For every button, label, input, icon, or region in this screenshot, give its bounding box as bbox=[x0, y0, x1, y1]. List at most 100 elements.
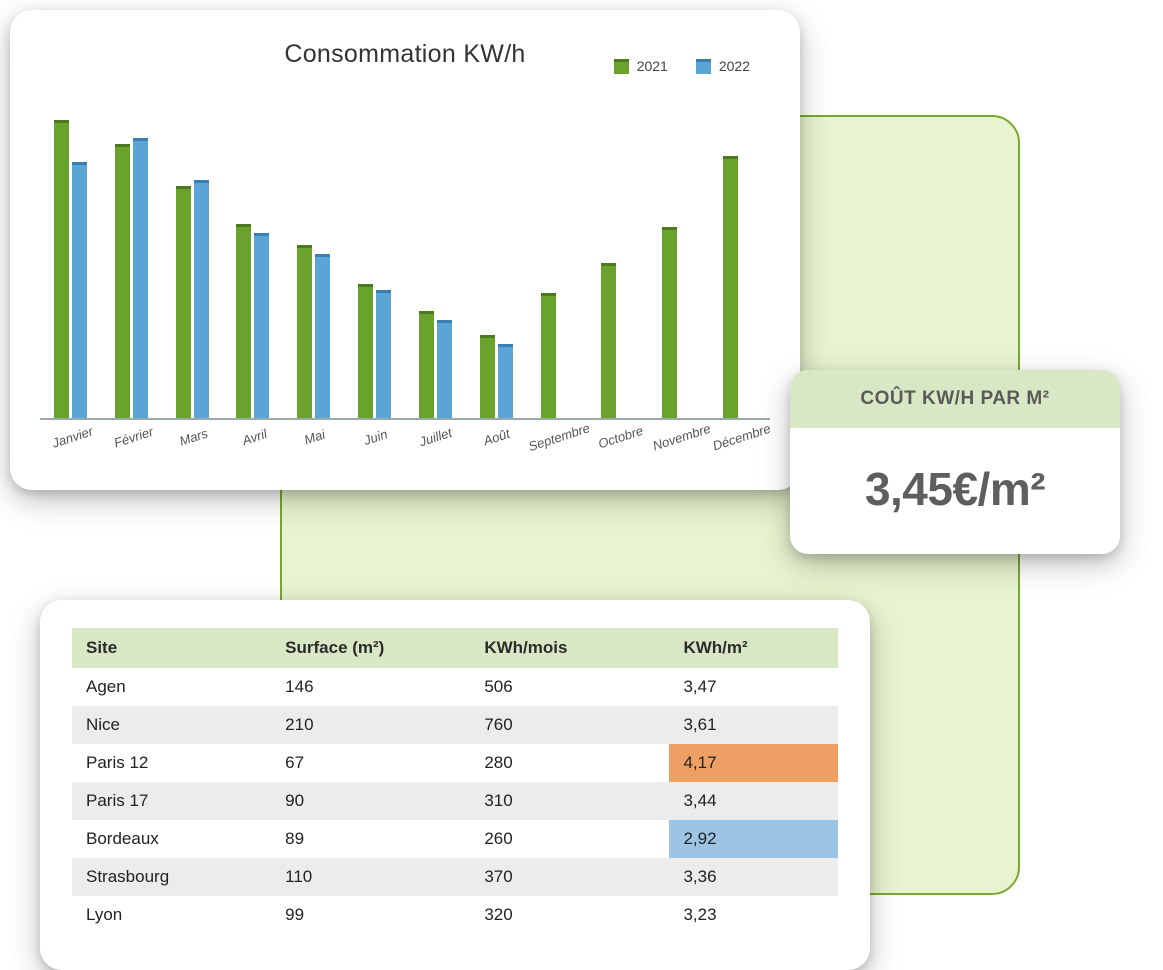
bar bbox=[376, 290, 391, 418]
table-header-cell: Site bbox=[72, 628, 271, 668]
sites-table-card: SiteSurface (m²)KWh/moisKWh/m² Agen14650… bbox=[40, 600, 870, 970]
bar bbox=[437, 320, 452, 418]
bar-group bbox=[527, 120, 588, 418]
table-row: Lyon993203,23 bbox=[72, 896, 838, 934]
bar bbox=[254, 233, 269, 418]
table-cell: 210 bbox=[271, 706, 470, 744]
x-axis-label: Janvier bbox=[41, 421, 111, 478]
bar bbox=[541, 293, 556, 418]
bar bbox=[297, 245, 312, 418]
x-axis-label: Juillet bbox=[405, 421, 475, 478]
table-cell: 67 bbox=[271, 744, 470, 782]
table-header-cell: KWh/mois bbox=[470, 628, 669, 668]
x-axis-label: Octobre bbox=[590, 421, 660, 478]
bar bbox=[133, 138, 148, 418]
bar bbox=[54, 120, 69, 418]
legend-item: 2021 bbox=[614, 58, 668, 74]
table-cell: 320 bbox=[470, 896, 669, 934]
table-cell: 90 bbox=[271, 782, 470, 820]
legend-label: 2022 bbox=[719, 58, 750, 74]
table-cell: 3,47 bbox=[669, 668, 838, 706]
table-cell: 260 bbox=[470, 820, 669, 858]
bar bbox=[662, 227, 677, 418]
table-cell: Lyon bbox=[72, 896, 271, 934]
bar-group bbox=[101, 120, 162, 418]
consumption-chart-card: Consommation KW/h 20212022 JanvierFévrie… bbox=[10, 10, 800, 490]
legend-item: 2022 bbox=[696, 58, 750, 74]
bar-group bbox=[283, 120, 344, 418]
bar bbox=[723, 156, 738, 418]
table-cell: 3,61 bbox=[669, 706, 838, 744]
bar-group bbox=[162, 120, 223, 418]
table-cell: Agen bbox=[72, 668, 271, 706]
table-cell: Paris 17 bbox=[72, 782, 271, 820]
table-body: Agen1465063,47Nice2107603,61Paris 126728… bbox=[72, 668, 838, 934]
table-cell: 146 bbox=[271, 668, 470, 706]
bar-group bbox=[648, 120, 709, 418]
bar bbox=[601, 263, 616, 418]
sites-table: SiteSurface (m²)KWh/moisKWh/m² Agen14650… bbox=[72, 628, 838, 934]
table-cell: 280 bbox=[470, 744, 669, 782]
legend-swatch bbox=[696, 59, 711, 74]
kpi-value: 3,45€/m² bbox=[790, 428, 1120, 554]
kpi-title: COÛT KW/H PAR M² bbox=[790, 370, 1120, 428]
table-cell: 3,23 bbox=[669, 896, 838, 934]
bar-group bbox=[466, 120, 527, 418]
table-cell: 2,92 bbox=[669, 820, 838, 858]
table-row: Agen1465063,47 bbox=[72, 668, 838, 706]
table-cell: Strasbourg bbox=[72, 858, 271, 896]
x-axis-label: Mai bbox=[284, 421, 354, 478]
bar-group bbox=[709, 120, 770, 418]
x-axis-label: Décembre bbox=[711, 421, 781, 478]
bar bbox=[115, 144, 130, 418]
bar-group bbox=[222, 120, 283, 418]
table-row: Nice2107603,61 bbox=[72, 706, 838, 744]
table-cell: 370 bbox=[470, 858, 669, 896]
x-axis-label: Novembre bbox=[650, 421, 720, 478]
table-cell: Nice bbox=[72, 706, 271, 744]
table-cell: 99 bbox=[271, 896, 470, 934]
bar-group bbox=[344, 120, 405, 418]
x-axis-label: Septembre bbox=[526, 420, 599, 478]
bar-group bbox=[587, 120, 648, 418]
x-axis-label: Avril bbox=[223, 421, 293, 478]
bar bbox=[480, 335, 495, 418]
x-axis-label: Mars bbox=[163, 421, 233, 478]
table-row: Bordeaux892602,92 bbox=[72, 820, 838, 858]
bar-group bbox=[405, 120, 466, 418]
table-cell: 89 bbox=[271, 820, 470, 858]
chart-x-labels: JanvierFévrierMarsAvrilMaiJuinJuilletAoû… bbox=[40, 430, 770, 470]
x-axis-label: Juin bbox=[344, 421, 414, 478]
bar bbox=[358, 284, 373, 418]
x-axis-label: Août bbox=[466, 421, 536, 478]
table-cell: 3,44 bbox=[669, 782, 838, 820]
bar bbox=[419, 311, 434, 418]
legend-swatch bbox=[614, 59, 629, 74]
chart-bars bbox=[40, 120, 770, 418]
table-row: Strasbourg1103703,36 bbox=[72, 858, 838, 896]
bar bbox=[72, 162, 87, 418]
bar bbox=[236, 224, 251, 418]
table-cell: Bordeaux bbox=[72, 820, 271, 858]
bar bbox=[176, 186, 191, 418]
table-header-cell: Surface (m²) bbox=[271, 628, 470, 668]
chart-plot-area bbox=[40, 120, 770, 420]
chart-legend: 2021 2022 bbox=[614, 58, 750, 74]
table-cell: 4,17 bbox=[669, 744, 838, 782]
table-cell: 3,36 bbox=[669, 858, 838, 896]
table-cell: 506 bbox=[470, 668, 669, 706]
x-axis-label: Février bbox=[102, 421, 172, 478]
table-cell: 760 bbox=[470, 706, 669, 744]
legend-label: 2021 bbox=[637, 58, 668, 74]
bar bbox=[194, 180, 209, 418]
table-cell: Paris 12 bbox=[72, 744, 271, 782]
kpi-cost-card: COÛT KW/H PAR M² 3,45€/m² bbox=[790, 370, 1120, 554]
bar-group bbox=[40, 120, 101, 418]
table-row: Paris 12672804,17 bbox=[72, 744, 838, 782]
bar bbox=[315, 254, 330, 418]
table-cell: 310 bbox=[470, 782, 669, 820]
table-header-cell: KWh/m² bbox=[669, 628, 838, 668]
table-row: Paris 17903103,44 bbox=[72, 782, 838, 820]
bar bbox=[498, 344, 513, 419]
table-header-row: SiteSurface (m²)KWh/moisKWh/m² bbox=[72, 628, 838, 668]
